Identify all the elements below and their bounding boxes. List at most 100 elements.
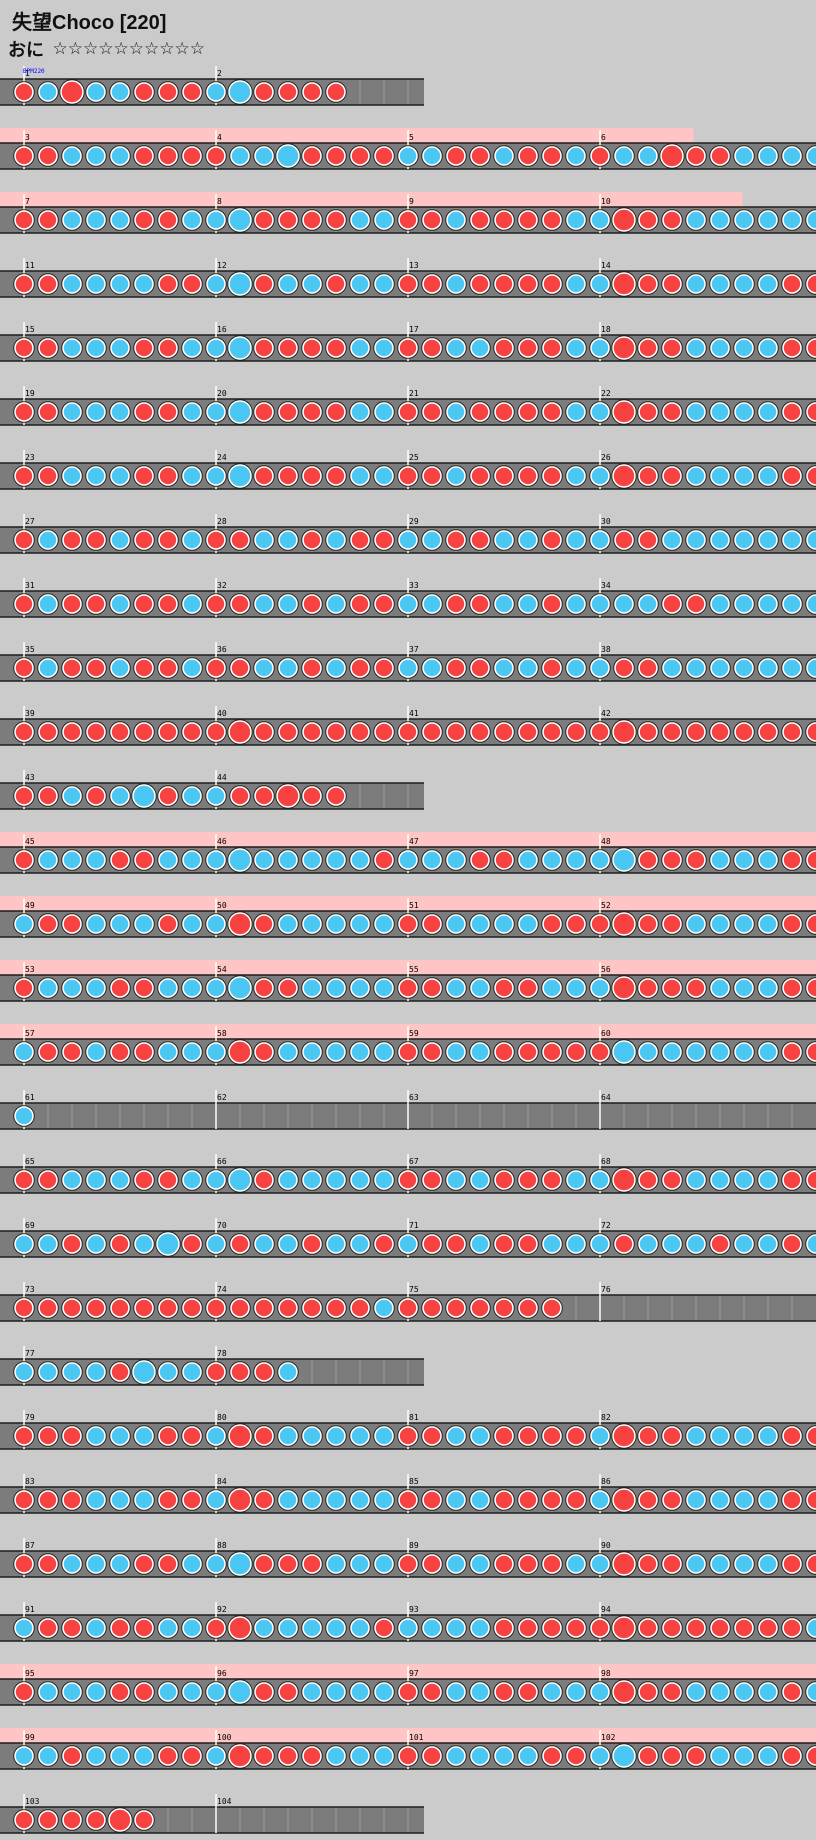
note-outline <box>805 273 816 295</box>
note-outline <box>781 1489 803 1511</box>
don-note <box>158 658 178 678</box>
ka-note <box>132 784 156 808</box>
don-note <box>134 1682 154 1702</box>
don-note <box>806 1554 816 1574</box>
note-outline <box>227 847 253 873</box>
note-outline <box>685 913 707 935</box>
ka-note <box>206 1554 226 1574</box>
note-outline <box>493 1553 515 1575</box>
bar-number: 69 <box>25 1221 35 1230</box>
note-outline <box>205 209 227 231</box>
don-note <box>662 466 682 486</box>
bar-number: 98 <box>601 1669 611 1678</box>
ka-note <box>350 402 370 422</box>
note-outline <box>109 401 131 423</box>
ka-note <box>566 530 586 550</box>
don-note <box>782 402 802 422</box>
ka-note <box>62 146 82 166</box>
note-outline <box>661 209 683 231</box>
bar-number: 37 <box>409 645 419 654</box>
note-outline <box>373 465 395 487</box>
note-outline <box>253 145 275 167</box>
note-outline <box>13 657 35 679</box>
note-outline <box>61 465 83 487</box>
don-note <box>302 466 322 486</box>
note-outline <box>781 337 803 359</box>
ka-note <box>254 1618 274 1638</box>
note-outline <box>757 209 779 231</box>
note-outline <box>805 849 816 871</box>
don-note <box>134 722 154 742</box>
bar-number: 45 <box>25 837 35 846</box>
chart-row: 99 100 101 102 <box>0 1728 816 1770</box>
don-note <box>590 914 610 934</box>
note-outline <box>637 337 659 359</box>
difficulty-star-icon: ☆ <box>113 39 129 59</box>
note-outline <box>85 593 107 615</box>
note-outline <box>181 145 203 167</box>
ka-note <box>158 1362 178 1382</box>
ka-note <box>734 978 754 998</box>
note-outline <box>277 465 299 487</box>
bar-number: 66 <box>217 1157 227 1166</box>
ka-note <box>14 1042 34 1062</box>
note-outline <box>709 1233 731 1255</box>
chart-row: 69 70 71 72 <box>0 1218 816 1258</box>
ka-note <box>470 1426 490 1446</box>
note-outline <box>589 529 611 551</box>
ka-note <box>182 466 202 486</box>
note-outline <box>709 1553 731 1575</box>
note-outline <box>565 273 587 295</box>
note-outline <box>325 849 347 871</box>
ka-note <box>398 658 418 678</box>
don-note <box>228 1616 252 1640</box>
don-note <box>710 722 730 742</box>
ka-note <box>374 1042 394 1062</box>
don-note <box>230 594 250 614</box>
note-outline <box>37 1617 59 1639</box>
ka-note <box>38 1746 58 1766</box>
don-note <box>302 722 322 742</box>
note-outline <box>349 1489 371 1511</box>
don-note <box>158 594 178 614</box>
bar-number: 3 <box>25 133 30 142</box>
don-note <box>326 82 346 102</box>
bar-number: 95 <box>25 1669 35 1678</box>
note-outline <box>373 913 395 935</box>
note-outline <box>805 913 816 935</box>
note-outline <box>37 913 59 935</box>
note-outline <box>349 1617 371 1639</box>
note-outline <box>757 1553 779 1575</box>
don-note <box>782 978 802 998</box>
note-outline <box>781 657 803 679</box>
note-outline <box>109 593 131 615</box>
note-outline <box>37 1425 59 1447</box>
ka-note <box>206 466 226 486</box>
note-outline <box>229 1233 251 1255</box>
ka-note <box>710 402 730 422</box>
ka-note <box>110 1490 130 1510</box>
don-note <box>422 1490 442 1510</box>
note-outline <box>37 1809 59 1831</box>
note-outline <box>253 1041 275 1063</box>
ka-note <box>686 1042 706 1062</box>
note-outline <box>109 977 131 999</box>
ka-note <box>374 402 394 422</box>
don-note <box>662 274 682 294</box>
don-note <box>182 146 202 166</box>
don-note <box>302 82 322 102</box>
don-note <box>782 1554 802 1574</box>
note-outline <box>757 337 779 359</box>
ka-note <box>734 1554 754 1574</box>
don-note <box>542 1298 562 1318</box>
don-note <box>14 210 34 230</box>
bar-number: 12 <box>217 261 227 270</box>
note-outline <box>469 977 491 999</box>
ka-note <box>734 274 754 294</box>
note-outline <box>301 1297 323 1319</box>
ka-note <box>470 1490 490 1510</box>
don-note <box>374 850 394 870</box>
note-outline <box>445 1169 467 1191</box>
don-note <box>566 1042 586 1062</box>
note-outline <box>493 1745 515 1767</box>
